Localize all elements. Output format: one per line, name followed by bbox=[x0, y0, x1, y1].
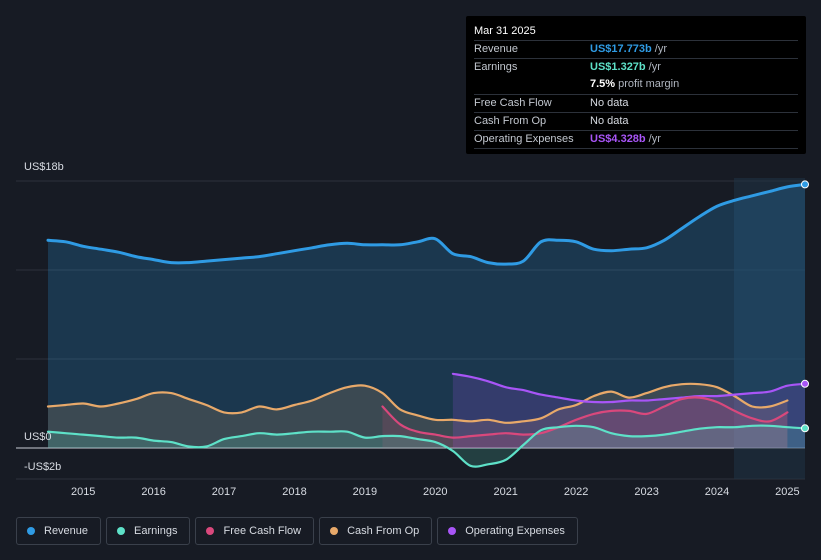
tooltip-label: Operating Expenses bbox=[474, 132, 574, 145]
tooltip-row-earnings: Earnings US$1.327b /yr bbox=[474, 58, 798, 76]
tooltip-value: No data bbox=[590, 96, 629, 109]
series-areas bbox=[48, 184, 805, 467]
tooltip-label: Free Cash Flow bbox=[474, 96, 552, 109]
earnings-dot-icon bbox=[117, 527, 126, 535]
legend-label: Earnings bbox=[134, 525, 178, 537]
earnings-line bbox=[46, 424, 807, 468]
y-label-top: US$18b bbox=[24, 161, 64, 173]
legend-label: Revenue bbox=[44, 525, 89, 537]
x-tick-label: 2023 bbox=[634, 486, 658, 498]
x-tick-label: 2024 bbox=[705, 486, 729, 498]
operating-expenses-line bbox=[451, 372, 807, 404]
earnings-endpoint bbox=[801, 424, 809, 433]
free-cash-flow-line bbox=[381, 396, 789, 439]
tooltip-label: Earnings bbox=[474, 61, 518, 74]
revenue-area bbox=[48, 184, 805, 448]
legend: Revenue Earnings Free Cash Flow Cash Fro… bbox=[16, 517, 578, 547]
legend-item-revenue[interactable]: Revenue bbox=[16, 517, 102, 545]
x-tick-label: 2016 bbox=[141, 486, 165, 498]
revenue-endpoint bbox=[801, 180, 809, 189]
x-tick-label: 2021 bbox=[493, 486, 517, 498]
gridlines bbox=[16, 180, 805, 480]
legend-item-operating-expenses[interactable]: Operating Expenses bbox=[437, 517, 578, 545]
tooltip-unit: /yr bbox=[648, 132, 661, 145]
tooltip: Mar 31 2025 Revenue US$17.773b /yr Earni… bbox=[466, 16, 806, 154]
tooltip-value: US$1.327b bbox=[590, 61, 646, 74]
legend-item-free-cash-flow[interactable]: Free Cash Flow bbox=[195, 517, 315, 545]
tooltip-row-margin: 7.5% profit margin bbox=[474, 76, 798, 93]
cash-from-op-line bbox=[46, 382, 789, 424]
revenue-line bbox=[46, 182, 807, 266]
x-tick-label: 2022 bbox=[564, 486, 588, 498]
x-tick-label: 2018 bbox=[282, 486, 306, 498]
y-label-zero: US$0 bbox=[24, 431, 52, 443]
cash-from-op-dot-icon bbox=[330, 527, 339, 535]
legend-label: Cash From Op bbox=[347, 525, 420, 537]
tooltip-value: US$4.328b bbox=[590, 132, 646, 145]
x-tick-label: 2020 bbox=[423, 486, 447, 498]
operating-expenses-dot-icon bbox=[448, 527, 457, 535]
legend-item-cash-from-op[interactable]: Cash From Op bbox=[319, 517, 433, 545]
legend-item-earnings[interactable]: Earnings bbox=[106, 517, 191, 545]
x-tick-label: 2025 bbox=[775, 486, 799, 498]
earnings-area bbox=[48, 425, 805, 467]
tooltip-row-opex: Operating Expenses US$4.328b /yr bbox=[474, 129, 798, 150]
tooltip-row-revenue: Revenue US$17.773b /yr bbox=[474, 40, 798, 58]
series-endpoints bbox=[801, 180, 809, 433]
legend-label: Operating Expenses bbox=[465, 525, 565, 537]
x-tick-label: 2019 bbox=[353, 486, 377, 498]
tooltip-value: 7.5% bbox=[590, 78, 616, 91]
tooltip-unit: /yr bbox=[648, 61, 661, 74]
free-cash-flow-dot-icon bbox=[206, 527, 215, 535]
forecast-highlight bbox=[734, 178, 805, 479]
tooltip-unit: profit margin bbox=[618, 78, 680, 91]
tooltip-unit: /yr bbox=[654, 43, 667, 55]
tooltip-label: Cash From Op bbox=[474, 114, 547, 127]
legend-label: Free Cash Flow bbox=[223, 525, 302, 537]
tooltip-row-cfo: Cash From Op No data bbox=[474, 111, 798, 130]
tooltip-date: Mar 31 2025 bbox=[474, 25, 536, 37]
y-label-bottom: -US$2b bbox=[24, 461, 61, 473]
series-lines bbox=[46, 182, 807, 468]
x-tick-label: 2015 bbox=[71, 486, 95, 498]
x-axis-ticks: 2015 2016 2017 2018 2019 2020 2021 2022 2023 2024… bbox=[71, 486, 800, 498]
tooltip-value: US$17.773b bbox=[590, 43, 652, 55]
tooltip-row-fcf: Free Cash Flow No data bbox=[474, 93, 798, 112]
revenue-dot-icon bbox=[27, 527, 35, 535]
operating-expenses-endpoint bbox=[801, 379, 809, 388]
tooltip-label bbox=[474, 76, 590, 93]
tooltip-value: No data bbox=[590, 114, 629, 127]
x-tick-label: 2017 bbox=[212, 486, 236, 498]
tooltip-label: Revenue bbox=[474, 43, 519, 55]
